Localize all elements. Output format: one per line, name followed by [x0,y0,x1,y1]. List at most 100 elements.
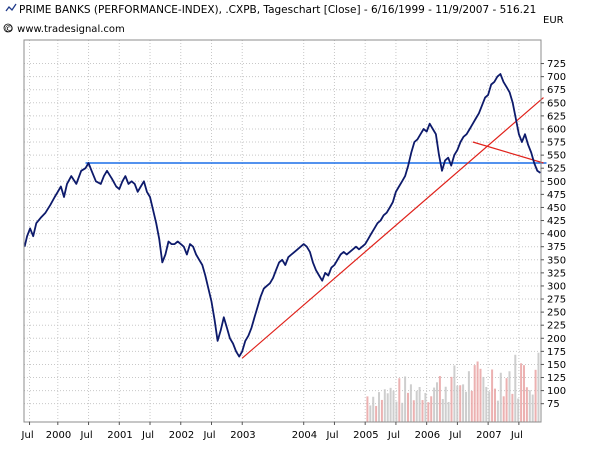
volume-bar [499,372,502,422]
y-tick-label: 575 [547,138,566,149]
volume-bar [470,390,473,422]
x-tick-label: 2006 [415,430,440,441]
y-tick-label: 450 [547,203,566,214]
volume-bar [534,369,537,422]
y-tick-label: 550 [547,151,566,162]
x-tick-label: Jul [448,430,461,441]
volume-bar [395,401,398,422]
copyright-icon [3,23,13,33]
trendline-support [241,97,544,359]
volume-bar [378,392,381,422]
y-tick-label: 275 [547,295,566,306]
volume-bar [369,405,372,422]
y-tick-label: 250 [547,308,566,319]
x-tick-label: 2007 [476,430,501,441]
volume-bar [409,384,412,422]
x-tick-label: 2002 [169,430,194,441]
x-tick-label: 2003 [230,430,255,441]
y-tick-label: 675 [547,85,566,96]
x-tick-label: Jul [325,430,338,441]
volume-bar [467,371,470,422]
y-tick-label: 175 [547,347,566,358]
volume-bar [531,394,534,422]
gridlines [24,40,541,422]
trendline-resistance [472,141,544,164]
volume-bar [493,388,496,422]
y-tick-label: 350 [547,255,566,266]
currency-label: EUR [543,15,564,26]
volume-bar [430,396,433,422]
volume-bar [462,384,465,422]
volume-bar [436,382,439,422]
volume-bar [433,387,436,422]
volume-bar [482,376,485,422]
volume-bar [415,390,418,422]
y-tick-label: 375 [547,242,566,253]
series-layer [23,39,547,423]
source-label: © www.tradesignal.com [4,24,125,35]
volume-bar [464,391,467,422]
volume-bar [479,368,482,422]
y-tick-label: 150 [547,360,566,371]
volume-bar [404,376,407,422]
y-tick-label: 100 [547,386,566,397]
volume-bar [372,396,375,422]
volume-bar [511,393,514,422]
x-tick-label: Jul [510,430,523,441]
y-tick-label: 425 [547,216,566,227]
volume-bar [444,386,447,422]
y-tick-label: 400 [547,229,566,240]
volume-bar [456,385,459,422]
volume-bar [412,400,415,422]
volume-bar [525,387,528,422]
y-tick-label: 700 [547,72,566,83]
volume-bar [514,354,517,422]
volume-bar [386,393,389,422]
x-tick-label: Jul [141,430,154,441]
volume-bar [496,400,499,422]
volume-bar [375,405,378,422]
y-tick-label: 725 [547,59,566,70]
y-tick-label: 650 [547,98,566,109]
volume-bar [459,385,462,422]
y-tick-label: 75 [547,399,560,410]
volume-bar [418,387,421,422]
volume-bar [438,376,441,422]
volume-bar [505,378,508,422]
x-tick-label: Jul [21,430,34,441]
volume-bar [537,352,540,422]
volume-bar [380,399,383,422]
volume-bar [473,365,476,422]
x-axis: Jul 2000 Jul 2001 Jul 2002 Jul 2003 2004 Jul 2005 J… [21,422,523,441]
volume-bar [528,390,531,422]
volume-bar [508,371,511,422]
volume-bar [491,369,494,422]
y-tick-label: 300 [547,281,566,292]
volume-bar [522,365,525,422]
volume-bar [488,391,491,422]
volume-bar [392,390,395,422]
x-tick-label: 2004 [292,430,317,441]
volume-bar [398,378,401,422]
volume-bar [383,389,386,422]
volume-bar [517,398,520,422]
volume-bars [366,352,540,422]
volume-bar [447,401,450,422]
x-tick-label: Jul [387,430,400,441]
volume-bar [520,363,523,422]
x-tick-label: Jul [80,430,93,441]
volume-bar [407,392,410,422]
volume-bar [366,396,369,422]
y-tick-label: 600 [547,124,566,135]
volume-bar [485,386,488,422]
y-tick-label: 475 [547,190,566,201]
volume-bar [401,402,404,422]
plot-border [23,39,542,423]
volume-bar [450,376,453,422]
y-axis: 75 100 125 150 175 200 225 250 275 300 325 350 375 40… [541,59,566,410]
chart-title: PRIME BANKS (PERFORMANCE-INDEX), .CXPB, … [19,4,536,16]
volume-bar [427,402,430,422]
x-tick-label: Jul [202,430,215,441]
y-tick-label: 525 [547,164,566,175]
